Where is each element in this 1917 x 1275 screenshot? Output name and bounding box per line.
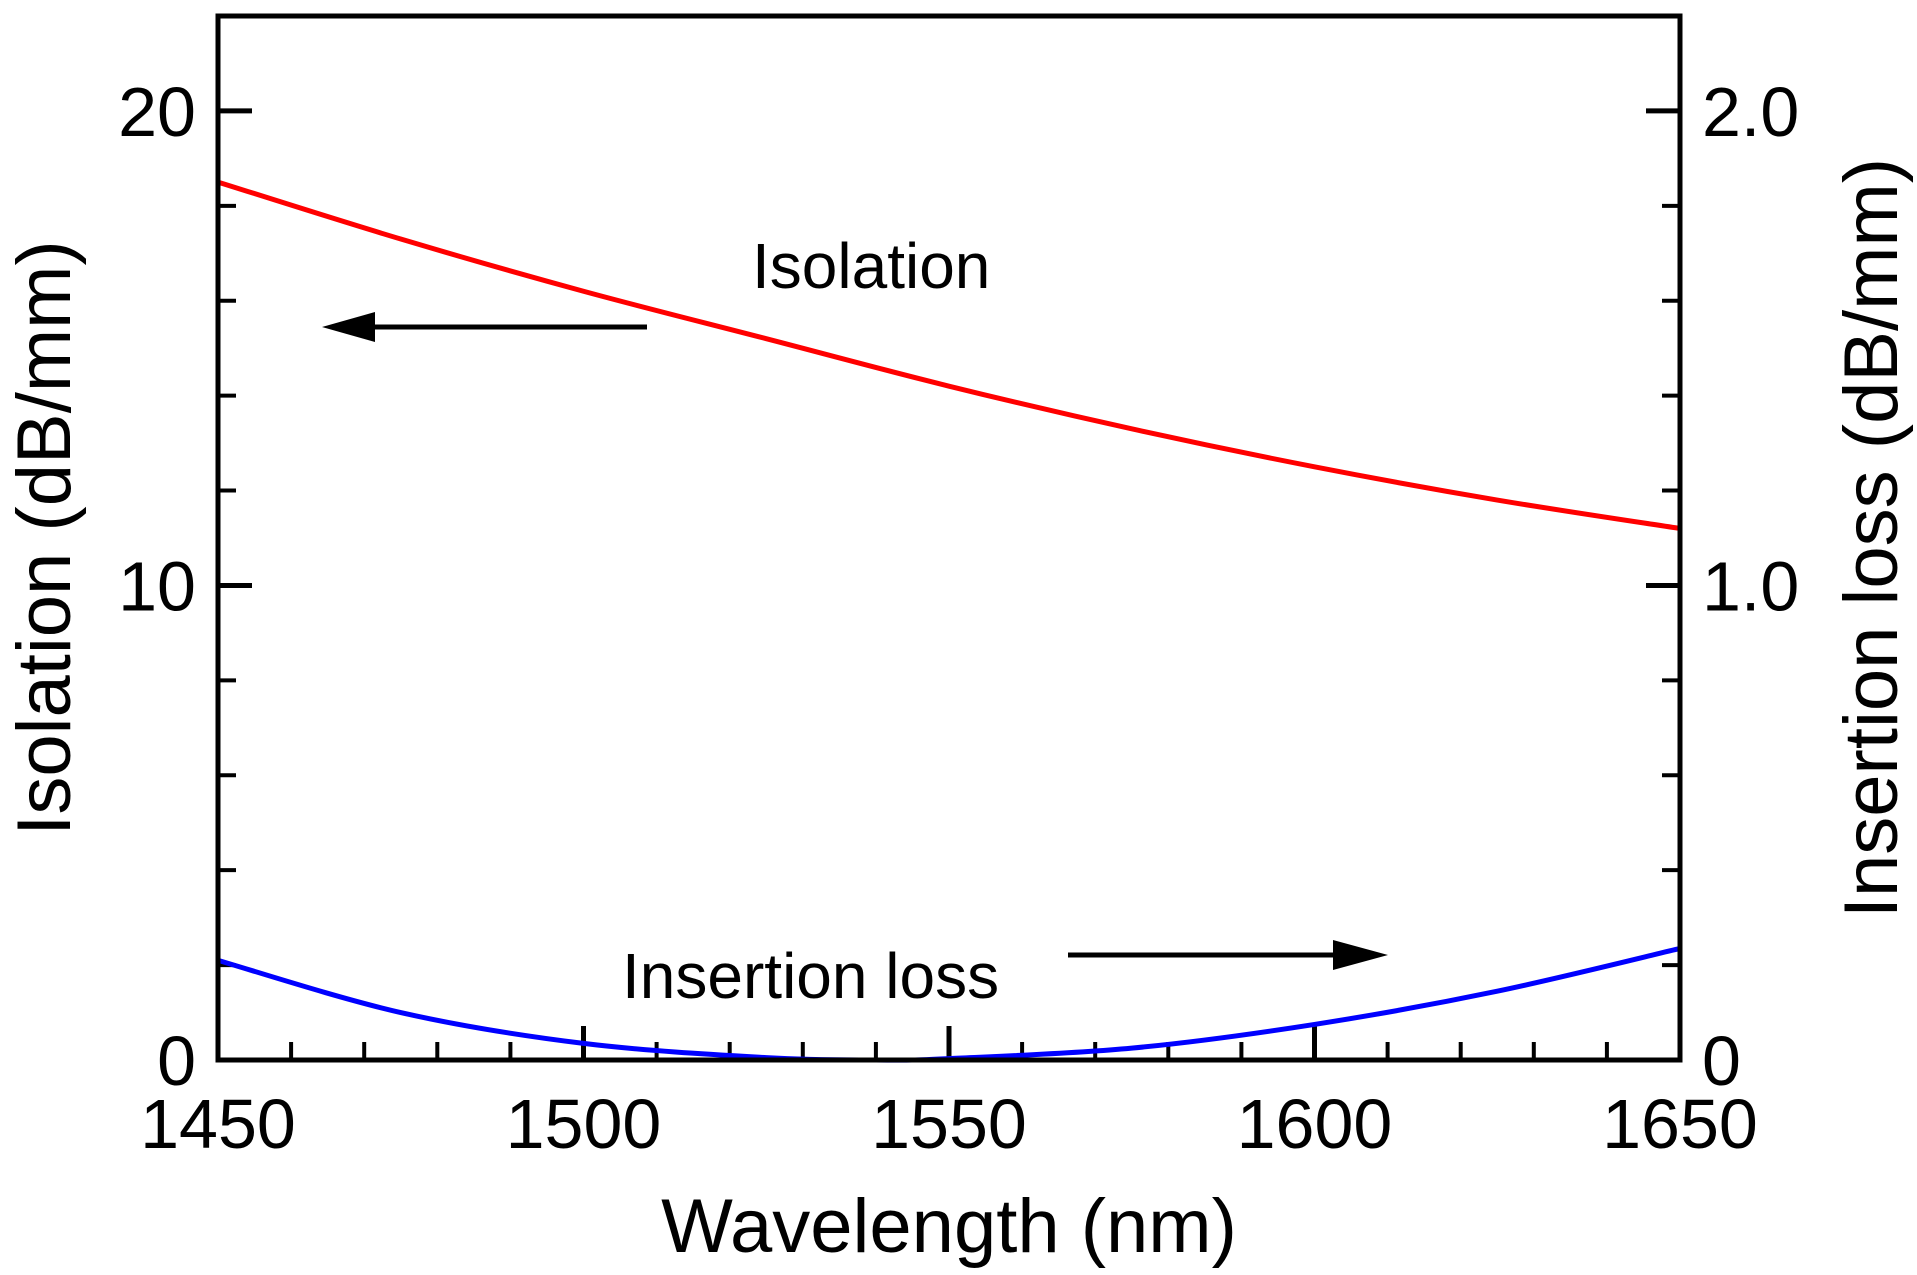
x-tick-label: 1450	[140, 1085, 296, 1163]
y-right-axis-title: Insertion loss (dB/mm)	[1829, 158, 1914, 918]
x-axis-title: Wavelength (nm)	[661, 1184, 1237, 1269]
x-tick-label: 1600	[1237, 1085, 1393, 1163]
isolation-line	[217, 179, 1681, 531]
series-layer	[217, 179, 1681, 1063]
y-right-tick-label: 0	[1702, 1022, 1741, 1100]
plot-frame	[215, 13, 1683, 1063]
x-tick-label: 1550	[871, 1085, 1027, 1163]
x-tick-label: 1650	[1602, 1085, 1758, 1163]
y-right-tick-label: 2.0	[1702, 73, 1799, 151]
right-arrow-icon	[1068, 940, 1388, 970]
insertion-loss-annotation: Insertion loss	[622, 940, 999, 1012]
y-left-tick-label: 20	[118, 73, 196, 151]
y-left-axis-title: Isolation (dB/mm)	[2, 240, 87, 836]
left-arrow-icon	[322, 312, 647, 342]
y-left-tick-label: 0	[157, 1022, 196, 1100]
y-right-tick-label: 1.0	[1702, 547, 1799, 625]
x-tick-label: 1500	[506, 1085, 662, 1163]
isolation-annotation: Isolation	[752, 230, 990, 302]
minor-ticks	[216, 14, 1682, 1062]
y-left-tick-label: 10	[118, 547, 196, 625]
